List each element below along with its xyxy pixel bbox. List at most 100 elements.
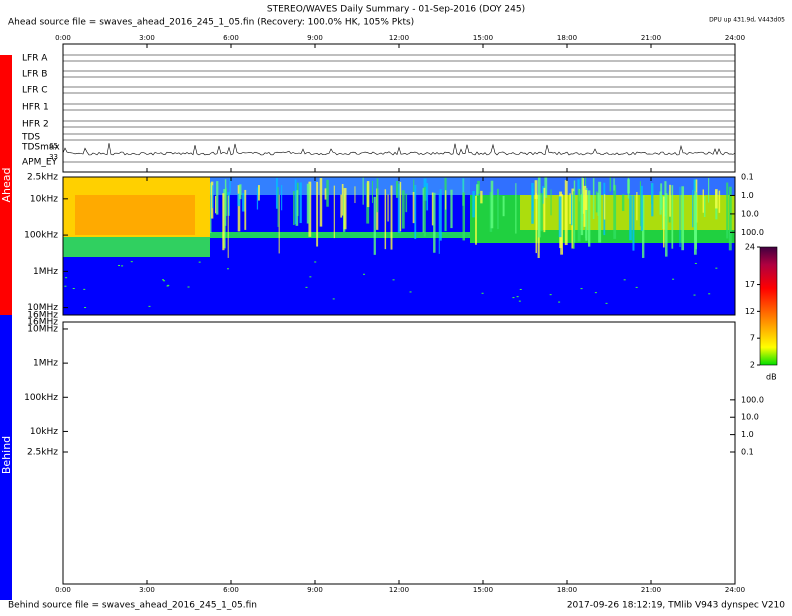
streak xyxy=(695,192,698,250)
colorbar-tick-label: 12 xyxy=(745,307,755,316)
streak xyxy=(256,187,259,210)
streak xyxy=(544,177,548,198)
ahead-label: Ahead xyxy=(0,168,13,203)
streak xyxy=(373,196,376,255)
x-tick-label-top: 6:00 xyxy=(223,34,239,42)
streak xyxy=(718,190,721,213)
speck xyxy=(518,300,521,302)
y-tick-label: 16MHz xyxy=(27,311,58,321)
streak xyxy=(326,179,329,207)
streak xyxy=(584,189,588,210)
colorbar-tick-label: 17 xyxy=(745,280,755,289)
x-tick-label-top: 21:00 xyxy=(641,34,661,42)
streak xyxy=(603,194,606,220)
streak xyxy=(293,191,295,226)
streak xyxy=(669,184,671,217)
streak xyxy=(572,191,575,249)
y-tick-label: 100kHz xyxy=(24,231,58,241)
colorbar-tick-label: 24 xyxy=(745,243,755,252)
behind-label: Behind xyxy=(0,436,13,474)
colorbar-tick-label: 2 xyxy=(750,361,755,370)
streak xyxy=(531,182,534,224)
streak xyxy=(708,178,710,203)
speck xyxy=(148,305,151,307)
streak xyxy=(577,189,581,242)
streak xyxy=(537,177,541,238)
streak xyxy=(433,192,436,253)
row-label: LFR A xyxy=(22,54,48,64)
x-tick-label-bottom: 3:00 xyxy=(139,586,155,594)
streak xyxy=(371,180,373,204)
streak xyxy=(278,194,280,254)
speck xyxy=(332,298,335,300)
speck xyxy=(635,286,638,288)
streak xyxy=(414,184,417,240)
speck xyxy=(118,264,121,266)
streak xyxy=(609,177,612,192)
streak xyxy=(613,185,617,239)
y-tick-label: 10kHz xyxy=(30,194,58,204)
streak xyxy=(651,183,654,217)
streak xyxy=(541,186,545,204)
streak xyxy=(239,184,242,200)
speck xyxy=(130,261,133,263)
streak xyxy=(294,179,297,225)
x-tick-label-top: 18:00 xyxy=(557,34,577,42)
streak xyxy=(665,193,668,257)
streak xyxy=(242,193,246,212)
streak xyxy=(681,186,685,251)
row-label: HFR 1 xyxy=(22,103,49,113)
streak xyxy=(497,188,499,230)
streak xyxy=(543,187,546,233)
streak xyxy=(257,185,260,201)
streak xyxy=(354,186,356,204)
speck xyxy=(580,288,583,290)
streak xyxy=(728,186,732,251)
speck xyxy=(693,294,696,296)
streak xyxy=(627,177,630,199)
streak xyxy=(598,181,602,243)
streak xyxy=(693,179,696,191)
streak xyxy=(613,178,615,191)
colorbar-label: dB xyxy=(766,373,777,382)
streak xyxy=(324,188,327,200)
streak xyxy=(431,192,434,226)
streak xyxy=(423,186,426,237)
streak xyxy=(319,178,323,227)
streak xyxy=(515,183,517,234)
streak xyxy=(679,186,681,247)
y-tick-label: 1MHz xyxy=(33,267,58,277)
streak xyxy=(715,189,718,209)
streak xyxy=(340,194,343,218)
streak xyxy=(621,194,625,211)
streak xyxy=(540,193,543,232)
x-tick-label-bottom: 15:00 xyxy=(473,586,493,594)
streak xyxy=(295,190,299,226)
streak xyxy=(659,191,662,215)
top-frame xyxy=(62,43,736,173)
x-tick-label-top: 9:00 xyxy=(307,34,323,42)
streak xyxy=(642,195,645,258)
x-tick-label-top: 3:00 xyxy=(139,34,155,42)
speck xyxy=(363,273,366,275)
y-tick-label: 10kHz xyxy=(30,427,58,437)
x-tick-label-bottom: 21:00 xyxy=(641,586,661,594)
x-tick-label-top: 0:00 xyxy=(55,34,71,42)
streak xyxy=(480,190,483,204)
speck xyxy=(672,278,675,280)
streak xyxy=(570,194,573,226)
streak xyxy=(316,181,319,247)
y-tick-label: 1MHz xyxy=(33,359,58,369)
speck xyxy=(519,288,522,290)
streak xyxy=(569,193,571,224)
streak xyxy=(592,178,595,220)
y-tick-label: 10MHz xyxy=(27,324,58,334)
y-tick-label: 16MHz xyxy=(27,318,58,328)
speck xyxy=(84,307,87,309)
streak xyxy=(581,177,583,222)
streak xyxy=(277,187,279,227)
speck xyxy=(708,293,711,295)
streak xyxy=(560,194,564,255)
speck xyxy=(516,296,519,298)
streak xyxy=(343,188,347,230)
